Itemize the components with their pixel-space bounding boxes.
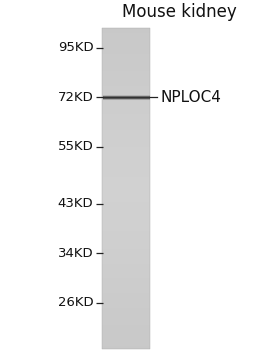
Text: 26KD: 26KD (58, 296, 93, 309)
Text: Mouse kidney: Mouse kidney (122, 4, 237, 21)
Bar (102, 28, 150, 349)
Text: 72KD: 72KD (58, 91, 93, 104)
Text: 55KD: 55KD (58, 141, 93, 153)
Text: 43KD: 43KD (58, 197, 93, 210)
Text: NPLOC4: NPLOC4 (160, 90, 221, 105)
Text: 95KD: 95KD (58, 41, 93, 54)
Text: 34KD: 34KD (58, 247, 93, 259)
